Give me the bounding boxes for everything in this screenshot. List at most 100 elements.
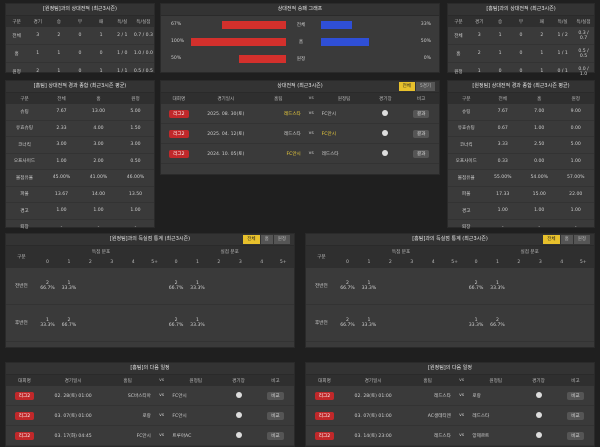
cell: 2 66.7%: [465, 268, 487, 305]
cell: [101, 304, 123, 342]
cell: 2 66.7%: [486, 304, 509, 342]
header-cell: vs: [151, 375, 172, 386]
button[interactable]: 결과: [412, 129, 430, 138]
cell: 리그2: [161, 143, 197, 164]
date: 02. 28(토) 01:00: [42, 386, 104, 406]
cell: 1 33.3%: [58, 268, 80, 305]
button[interactable]: 비교: [267, 431, 284, 440]
cell: 유효슈팅: [6, 120, 43, 137]
cell: 1: [27, 44, 49, 63]
cell: 0.7 / 0.3: [132, 27, 154, 45]
cell: 리그2: [161, 104, 197, 124]
cell: 45.00%: [43, 169, 80, 187]
cell: 0.00: [557, 120, 594, 137]
cell: [401, 304, 423, 342]
header-cell: 득점 분포: [36, 246, 166, 257]
goal-table: 구분 득점 분포 실점 분포 0 1 2 3 4 5+ 0 1 2 3 4 5+ 전반전 2 66.7% 1 33.3…: [306, 246, 594, 342]
tab[interactable]: 전체: [543, 235, 560, 244]
cell: 전체: [6, 27, 28, 45]
cell: 2.33: [43, 120, 80, 137]
cell: 비교: [256, 386, 294, 406]
cell: 7.67: [43, 104, 80, 121]
row: 경고 1.00 1.00 1.00: [448, 202, 594, 220]
cell: 결과: [403, 123, 439, 144]
tab[interactable]: 전체: [398, 82, 415, 91]
cell: 5.00: [117, 104, 154, 121]
match-table: 대회명 경기일시 홈팀 vs 원정팀 경기장 비고 리그2 02. 28(토) 01:00 레드스…: [306, 375, 594, 446]
cell: [220, 405, 257, 426]
button[interactable]: 비교: [567, 431, 584, 440]
bin-label: 1: [186, 257, 209, 268]
button[interactable]: 비교: [267, 391, 284, 400]
bin-label: 2: [379, 257, 402, 268]
cell: 0.5 / 0.5: [573, 44, 594, 63]
bin-label: 1: [486, 257, 509, 268]
cell: 2 66.7%: [336, 268, 359, 305]
bin-label: 0: [36, 257, 59, 268]
tab[interactable]: 홈: [560, 235, 573, 244]
bin-label: 2: [208, 257, 230, 268]
button[interactable]: 비교: [567, 411, 584, 420]
cell: 1: [48, 62, 70, 81]
header-cell: 경기일시: [342, 375, 404, 386]
button[interactable]: 결과: [412, 109, 430, 118]
stadium-icon: [235, 411, 242, 418]
bin-label: 4: [551, 257, 573, 268]
header-cell: 구분: [306, 246, 337, 268]
tab[interactable]: 원정: [273, 235, 290, 244]
percent: 33.3%: [361, 286, 377, 291]
tab[interactable]: 전체: [243, 235, 260, 244]
cell: [572, 304, 594, 342]
cell: 0.33: [484, 153, 521, 170]
panel: 상대전적 승패 그래프 67% 33% 전체 100% 50% 홈 50% 0% 원정: [160, 3, 440, 73]
cell: 리그2: [6, 425, 43, 446]
tab[interactable]: 원정: [573, 235, 590, 244]
cell: 15.00: [521, 186, 558, 203]
cell: [520, 386, 557, 406]
cell: [79, 268, 102, 305]
header-cell: 구분: [6, 16, 28, 27]
tab[interactable]: 홈: [260, 235, 273, 244]
header-cell: 실점 분포: [465, 246, 594, 257]
cell: 1 33.3%: [358, 268, 380, 305]
percent: 33.3%: [361, 323, 377, 328]
cell: [422, 268, 444, 305]
row: 리그2 03. 17(화) 04:45 FC안시 vs 트루아AC 비교: [6, 425, 294, 446]
match-table: 대회명 경기일시 홈팀 vs 원정팀 경기장 비고 리그2 2025. 08. 30(토) 레드스…: [161, 93, 439, 164]
row: 후반전 2 66.7% 1 33.3% 1 33.3% 2 66.7%: [306, 304, 594, 342]
tab[interactable]: 5경기: [415, 82, 435, 91]
cell: 5.00: [557, 136, 594, 154]
button[interactable]: 비교: [567, 391, 584, 400]
row: 리그2 02. 28(토) 01:00 레드스타 vs 로랑 비교: [306, 386, 594, 406]
row: 오프사이드 0.33 0.00 1.00: [448, 153, 594, 170]
row-label: 후반전: [6, 304, 37, 342]
cell: [422, 304, 444, 342]
panel-title: 상대전적 (최근3시즌) 전체 5경기: [161, 81, 439, 93]
button[interactable]: 결과: [412, 149, 430, 158]
header-cell: 구분: [448, 93, 485, 104]
percent: 33.3%: [40, 323, 55, 328]
cell: [79, 304, 102, 342]
cell: 전체: [448, 27, 469, 45]
cell: [220, 386, 257, 406]
home-pct: 67%: [171, 22, 182, 27]
header-cell: 득/실점: [573, 16, 594, 27]
cell: 3.00: [43, 136, 80, 154]
row: 리그2 02. 28(토) 01:00 SC바스티아 vs FC안시 비교: [6, 386, 294, 406]
cell: 1.00: [557, 153, 594, 170]
date: 03. 17(화) 04:45: [42, 425, 104, 446]
cell: 1.00: [557, 202, 594, 220]
cell: [101, 268, 123, 305]
cell: 2: [468, 44, 490, 63]
cell: 3: [27, 27, 49, 45]
count: 1: [495, 281, 499, 286]
count: 1: [474, 318, 478, 323]
cell: 1: [90, 27, 112, 45]
cell: 1.00: [43, 202, 80, 220]
cell: 오프사이드: [6, 153, 43, 170]
cell: 파울: [448, 186, 485, 203]
cell: [367, 104, 404, 124]
button[interactable]: 비교: [267, 411, 284, 420]
count: 1: [67, 281, 71, 286]
row: 전체 3 1 0 2 1 / 2 0.3 / 0.7: [448, 27, 594, 45]
